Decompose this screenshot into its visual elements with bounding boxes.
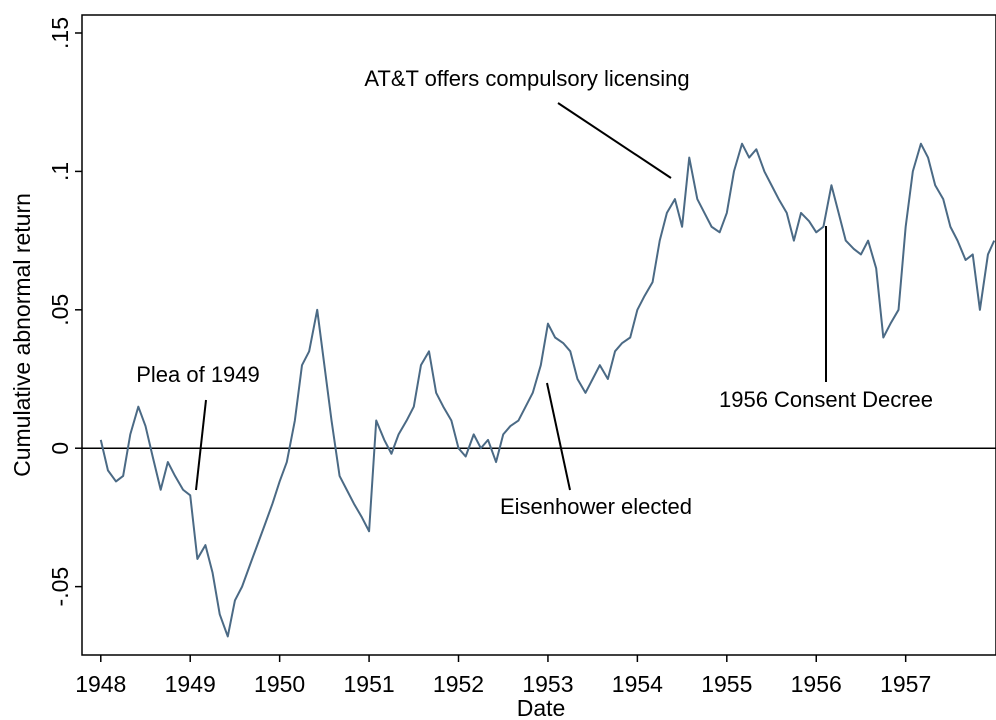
x-tick-label: 1952 (433, 671, 484, 697)
annotation-text: AT&T offers compulsory licensing (364, 66, 689, 91)
annotation-text: Plea of 1949 (136, 362, 260, 387)
x-tick-label: 1948 (75, 671, 126, 697)
annotation-text: 1956 Consent Decree (719, 387, 933, 412)
plot-frame (81, 14, 996, 656)
annotation: Plea of 1949 AT&T offers compulsory lice… (136, 66, 933, 519)
x-tick-label: 1954 (612, 671, 663, 697)
x-axis-title: Date (517, 695, 566, 720)
x-tick-label: 1950 (254, 671, 305, 697)
y-tick-label: .15 (47, 17, 73, 49)
annotation-line (557, 102, 672, 179)
x-tick-label: 1955 (701, 671, 752, 697)
annotation-text: Eisenhower elected (500, 494, 692, 519)
y-axis-title: Cumulative abnormal return (9, 193, 35, 477)
y-tick-label: 0 (47, 442, 73, 455)
y-tick-label: -.05 (47, 567, 73, 607)
annotation-line (195, 399, 207, 491)
y-tick-label: .1 (47, 162, 73, 181)
y-tick-label: .05 (47, 294, 73, 326)
x-tick-label: 1956 (791, 671, 842, 697)
x-tick-label: 1953 (522, 671, 573, 697)
x-tick-label: 1951 (343, 671, 394, 697)
x-tick-label: 1949 (165, 671, 216, 697)
data-line (99, 142, 996, 638)
x-tick-label: 1957 (880, 671, 931, 697)
annotation-line (546, 382, 571, 491)
